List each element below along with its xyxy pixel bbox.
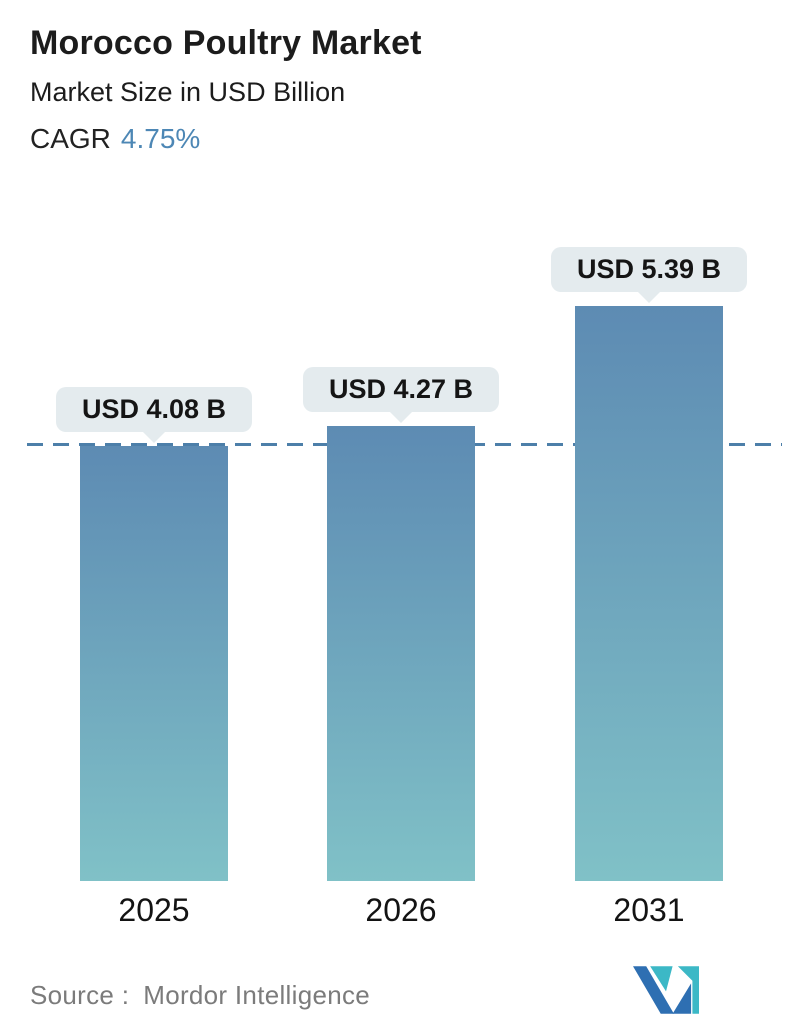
- callout-pointer-icon: [142, 431, 166, 443]
- callout-pointer-icon: [637, 291, 661, 303]
- bar-2025: [80, 446, 228, 881]
- value-label-2031: USD 5.39 B: [551, 247, 747, 292]
- bar-2031: [575, 306, 723, 881]
- mordor-intelligence-logo: [633, 966, 699, 1014]
- bar-2026: [327, 426, 475, 881]
- category-label-2025: 2025: [118, 892, 190, 928]
- source-label: Source :: [30, 980, 130, 1010]
- cagr-row: CAGR 4.75%: [30, 123, 422, 155]
- cagr-value: 4.75%: [120, 123, 201, 154]
- chart-subtitle: Market Size in USD Billion: [30, 77, 346, 107]
- category-label-2026: 2026: [365, 892, 437, 928]
- category-label-2031: 2031: [613, 892, 685, 928]
- value-label-2025: USD 4.08 B: [56, 387, 252, 432]
- page-title: Morocco Poultry Market: [30, 24, 422, 62]
- value-callout-2031: USD 5.39 B: [551, 247, 747, 303]
- chart-header: Morocco Poultry Market Market Size in US…: [30, 24, 422, 155]
- value-callout-2025: USD 4.08 B: [56, 387, 252, 443]
- source-name: Mordor Intelligence: [143, 980, 371, 1010]
- source-attribution: Source : Mordor Intelligence: [30, 980, 370, 1011]
- cagr-label: CAGR: [30, 123, 111, 154]
- value-callout-2026: USD 4.27 B: [303, 367, 499, 423]
- callout-pointer-icon: [389, 411, 413, 423]
- value-label-2026: USD 4.27 B: [303, 367, 499, 412]
